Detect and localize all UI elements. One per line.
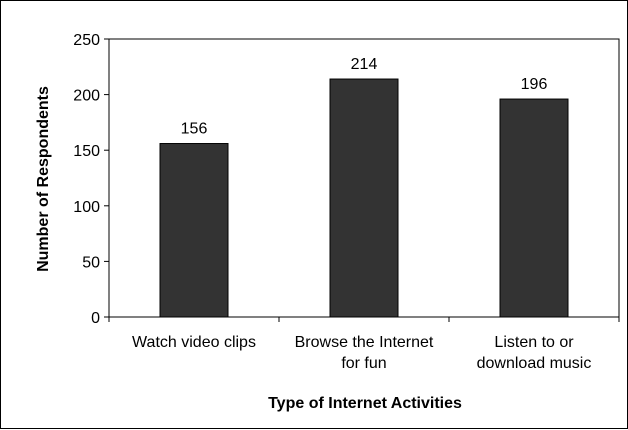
bar (499, 98, 569, 318)
y-tick-label: 250 (73, 32, 100, 49)
data-label: 196 (521, 76, 548, 93)
y-tick-label: 100 (73, 199, 100, 216)
y-tick-label: 0 (91, 310, 100, 327)
data-label: 214 (351, 56, 378, 73)
bar (159, 143, 229, 318)
x-axis-title: Type of Internet Activities (268, 395, 462, 412)
y-tick-label: 50 (82, 254, 100, 271)
x-tick-label: Watch video clips (132, 334, 256, 351)
x-tick-label: Listen to or (494, 334, 574, 351)
y-tick-label: 150 (73, 143, 100, 160)
x-tick-label: Browse the Internet (295, 334, 434, 351)
y-axis-title: Number of Respondents (35, 86, 52, 272)
x-tick-label: for fun (341, 355, 386, 372)
y-tick-label: 200 (73, 88, 100, 105)
x-tick-label: download music (477, 355, 592, 372)
plot-area: 0 50 100 150 200 250 156 Watch video clips 214 Br… (73, 32, 620, 372)
bar (329, 78, 399, 318)
data-label: 156 (181, 121, 208, 138)
